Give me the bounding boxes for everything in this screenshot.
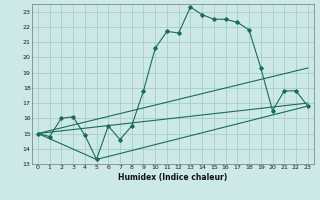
X-axis label: Humidex (Indice chaleur): Humidex (Indice chaleur) bbox=[118, 173, 228, 182]
